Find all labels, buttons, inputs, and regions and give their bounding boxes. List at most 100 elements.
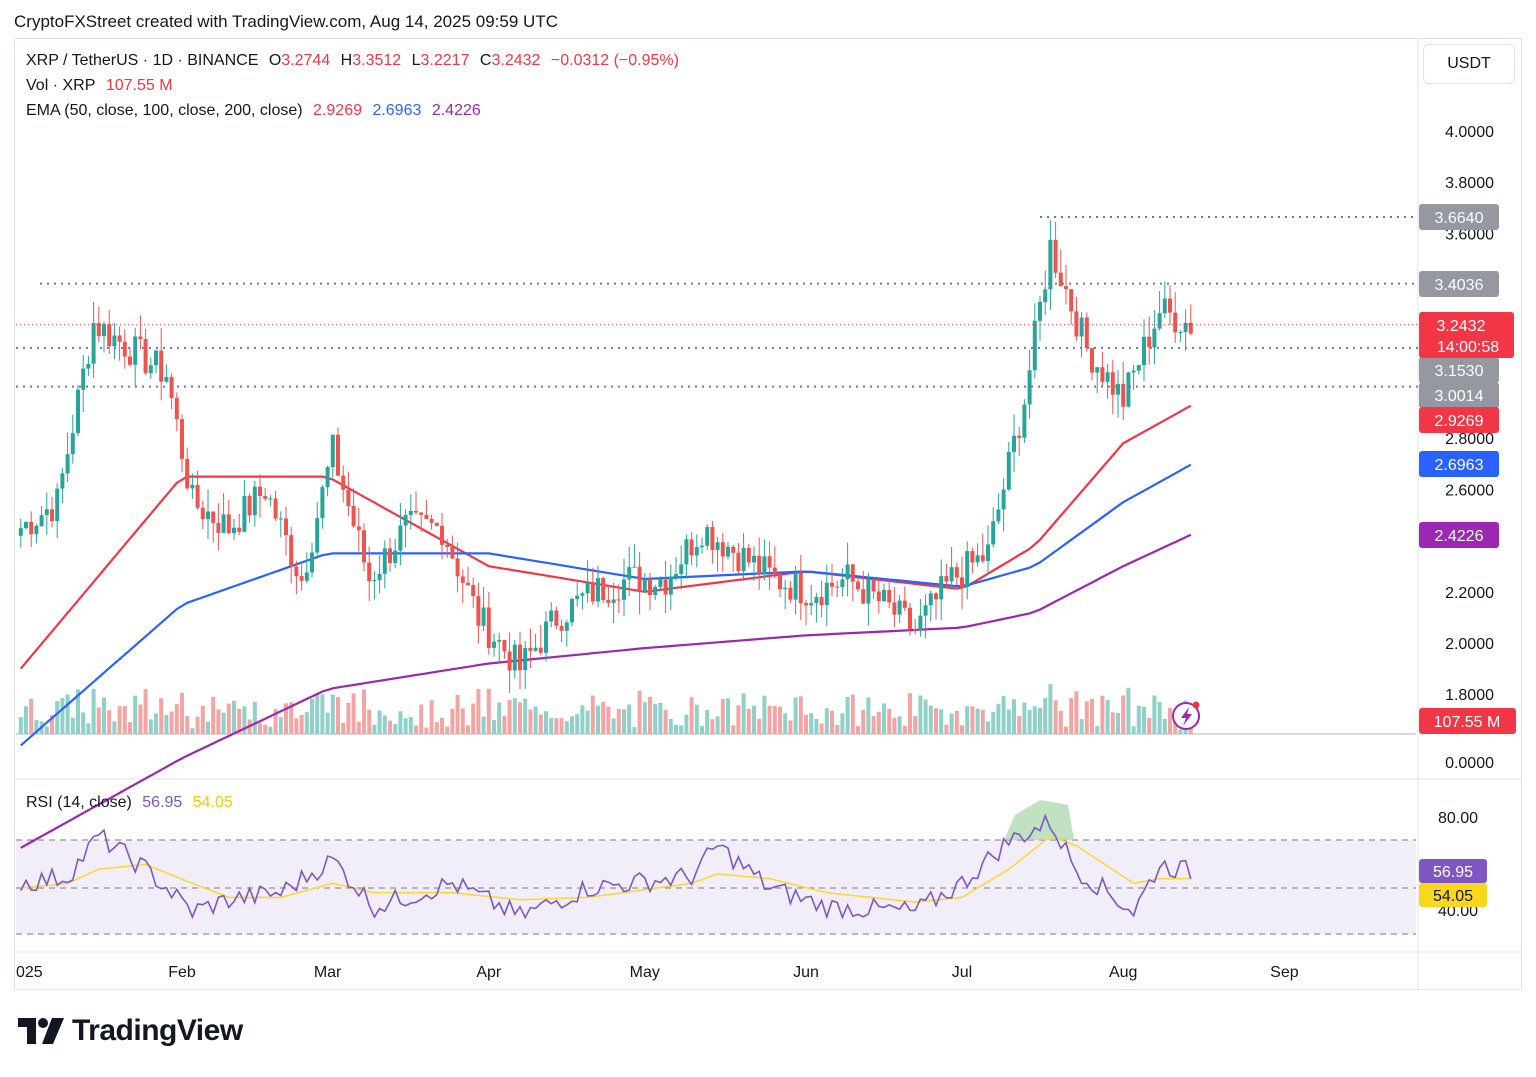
- volume-bar: [720, 698, 725, 734]
- volume-badge[interactable]: 107.55 M: [1419, 708, 1516, 734]
- candle: [824, 564, 829, 627]
- badge-text: 2.9269: [1435, 413, 1484, 430]
- candle-body: [887, 590, 892, 603]
- volume-bar: [148, 719, 153, 734]
- candle-body: [616, 599, 621, 601]
- candle-body: [684, 539, 689, 565]
- candle-body: [918, 615, 923, 631]
- badge-background: [1419, 708, 1516, 734]
- candle-body: [330, 434, 335, 468]
- legend-volume-row: Vol · XRP 107.55 M: [26, 77, 179, 95]
- candle-body: [902, 600, 907, 608]
- price-badge-res-3403[interactable]: 3.4036: [1419, 271, 1499, 297]
- volume-bar: [606, 706, 611, 734]
- volume-bar: [403, 718, 408, 734]
- currency-unit-button[interactable]: USDT: [1423, 44, 1515, 84]
- candle-body: [1001, 489, 1006, 510]
- volume-bar: [928, 705, 933, 734]
- rsi-band-background: [16, 840, 1416, 934]
- candle: [497, 632, 502, 663]
- legend-ema-label[interactable]: EMA (50, close, 100, close, 200, close): [26, 102, 303, 119]
- candle: [315, 502, 320, 558]
- volume-bar: [1032, 706, 1037, 734]
- candle-body: [492, 641, 496, 648]
- candle-body: [819, 596, 824, 606]
- candle: [1105, 363, 1110, 399]
- legend-symbol[interactable]: XRP / TetherUS · 1D · BINANCE: [26, 52, 259, 69]
- candle-body: [476, 596, 481, 626]
- candle-body: [1121, 383, 1126, 407]
- volume-bar: [1162, 719, 1167, 734]
- candle: [325, 465, 330, 497]
- candle-body: [414, 511, 418, 513]
- candle-body: [341, 475, 346, 490]
- volume-bar: [975, 708, 980, 734]
- candle-body: [273, 498, 278, 519]
- volume-bar: [554, 718, 559, 734]
- volume-bar: [1142, 706, 1146, 734]
- candle: [310, 542, 314, 578]
- volume-bar: [86, 723, 91, 734]
- rsi-tick-label: 80.00: [1438, 810, 1478, 827]
- candle-body: [367, 562, 372, 582]
- volume-bar: [1100, 695, 1105, 734]
- candle: [169, 373, 174, 410]
- candle: [24, 521, 28, 530]
- volume-bar: [637, 690, 642, 734]
- volume-bar: [1131, 726, 1136, 734]
- price-badge-ema100[interactable]: 2.6963: [1419, 451, 1499, 477]
- price-badge-sup-3153[interactable]: 3.1530: [1419, 357, 1499, 383]
- last-price-badge[interactable]: 3.2432 14:00:58: [1419, 312, 1514, 358]
- candle: [128, 347, 132, 367]
- candle: [434, 522, 439, 527]
- volume-bar: [492, 720, 496, 734]
- rsi-ma-badge[interactable]: 54.05: [1419, 883, 1487, 907]
- candle: [1173, 292, 1178, 344]
- time-tick-label: Aug: [1109, 964, 1137, 981]
- candle-body: [356, 526, 361, 531]
- candle: [887, 578, 892, 609]
- candle-body: [850, 564, 855, 582]
- volume-bar: [143, 689, 148, 734]
- candle-body: [419, 512, 424, 515]
- candle-body: [304, 572, 309, 581]
- volume-bar: [954, 710, 959, 734]
- legend-symbol-row: XRP / TetherUS · 1D · BINANCE O3.2744 H3…: [26, 52, 685, 70]
- candle: [102, 321, 106, 353]
- candle: [523, 641, 528, 689]
- candle-body: [830, 582, 834, 587]
- volume-bar: [169, 711, 174, 734]
- candle-body: [294, 566, 299, 577]
- candle-body: [767, 556, 772, 568]
- volume-bar: [741, 693, 746, 734]
- volume-bar: [1043, 697, 1048, 734]
- candle-body: [247, 496, 252, 516]
- candle: [518, 631, 522, 689]
- candle-body: [18, 528, 23, 536]
- badge-background: [1419, 271, 1499, 297]
- candle-body: [601, 578, 606, 601]
- price-badge-ema200[interactable]: 2.4226: [1419, 522, 1499, 548]
- time-tick-label: Mar: [314, 964, 342, 981]
- legend-vol-label[interactable]: Vol · XRP: [26, 77, 96, 94]
- volume-bar: [1058, 710, 1063, 734]
- lightning-icon[interactable]: [1172, 701, 1200, 730]
- volume-bar: [294, 718, 299, 734]
- time-tick-label: May: [630, 964, 660, 981]
- price-badge-ema50[interactable]: 2.9269: [1419, 407, 1499, 433]
- rsi-value-badge[interactable]: 56.95: [1419, 859, 1487, 883]
- candle: [96, 306, 101, 343]
- candle-body: [44, 509, 49, 516]
- candle-body: [1069, 289, 1074, 312]
- candle-body: [986, 544, 990, 561]
- volume-bar: [1110, 712, 1115, 734]
- candle-body: [731, 546, 736, 553]
- volume-bar: [481, 716, 486, 734]
- volume-bar: [128, 722, 132, 734]
- price-badge-high-3664[interactable]: 3.6640: [1419, 204, 1499, 230]
- price-badge-sup-3001[interactable]: 3.0014: [1419, 382, 1499, 408]
- tradingview-logo[interactable]: TradingView: [18, 1014, 243, 1048]
- candle-body: [1116, 383, 1120, 395]
- legend-rsi-label[interactable]: RSI (14, close): [26, 794, 132, 811]
